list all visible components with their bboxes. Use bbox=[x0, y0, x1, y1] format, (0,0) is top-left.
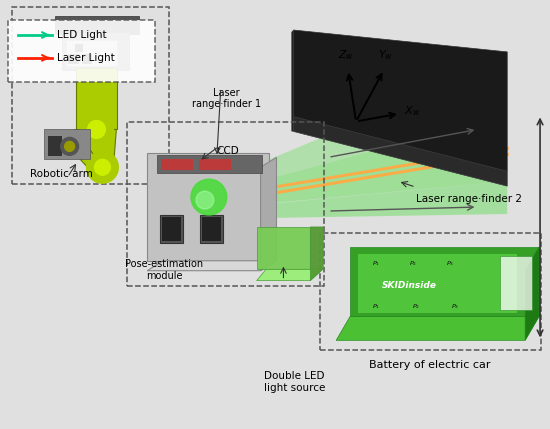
Polygon shape bbox=[224, 60, 507, 191]
Bar bbox=[147, 153, 268, 261]
Polygon shape bbox=[147, 261, 277, 271]
Bar bbox=[160, 215, 183, 243]
Bar bbox=[157, 155, 262, 173]
Bar bbox=[8, 20, 155, 82]
Circle shape bbox=[60, 137, 79, 155]
Text: $P_1$: $P_1$ bbox=[372, 259, 380, 268]
Polygon shape bbox=[336, 317, 539, 340]
Bar bbox=[199, 159, 231, 170]
Circle shape bbox=[65, 142, 75, 151]
Text: $P_3$: $P_3$ bbox=[447, 259, 455, 268]
Bar bbox=[320, 233, 541, 350]
Polygon shape bbox=[209, 181, 507, 219]
Polygon shape bbox=[80, 130, 117, 167]
Circle shape bbox=[86, 151, 118, 183]
Polygon shape bbox=[292, 30, 293, 131]
Bar bbox=[358, 254, 517, 314]
Polygon shape bbox=[350, 247, 539, 317]
Circle shape bbox=[87, 121, 106, 139]
Bar bbox=[75, 44, 82, 52]
Text: $Z_w$: $Z_w$ bbox=[338, 48, 354, 62]
Bar bbox=[81, 54, 92, 64]
Circle shape bbox=[80, 112, 113, 146]
Circle shape bbox=[191, 179, 227, 215]
Bar bbox=[200, 215, 223, 243]
Text: LED Light: LED Light bbox=[57, 30, 106, 40]
Bar bbox=[68, 54, 79, 64]
Text: Double LED
light source: Double LED light source bbox=[263, 371, 325, 393]
Bar bbox=[162, 217, 181, 241]
Text: Laser range·finder 2: Laser range·finder 2 bbox=[416, 194, 522, 204]
Bar bbox=[48, 136, 62, 156]
Text: Battery of electric car: Battery of electric car bbox=[369, 360, 491, 370]
Bar bbox=[202, 217, 221, 241]
Bar bbox=[65, 40, 117, 66]
Bar bbox=[75, 68, 117, 130]
Bar bbox=[257, 227, 310, 269]
Text: $Y_w$: $Y_w$ bbox=[378, 48, 393, 62]
Polygon shape bbox=[257, 269, 323, 281]
Text: Laser
range·finder 1: Laser range·finder 1 bbox=[192, 88, 261, 109]
Bar bbox=[12, 7, 169, 184]
Polygon shape bbox=[525, 247, 539, 340]
Polygon shape bbox=[62, 130, 102, 167]
Text: CCD: CCD bbox=[217, 146, 240, 157]
Polygon shape bbox=[310, 227, 323, 281]
Text: Robotic arm: Robotic arm bbox=[30, 169, 93, 179]
Circle shape bbox=[95, 159, 111, 175]
Text: $P_3$: $P_3$ bbox=[452, 302, 460, 311]
Text: SKIDinside: SKIDinside bbox=[382, 281, 437, 290]
Text: $X_w$: $X_w$ bbox=[404, 105, 420, 118]
Text: $P_2$: $P_2$ bbox=[412, 302, 420, 311]
Text: $P_2$: $P_2$ bbox=[409, 259, 417, 268]
Text: Laser Light: Laser Light bbox=[57, 53, 114, 63]
Bar bbox=[62, 32, 129, 70]
Polygon shape bbox=[261, 157, 277, 271]
Bar bbox=[44, 130, 90, 159]
Bar bbox=[127, 121, 324, 286]
Bar bbox=[161, 159, 193, 170]
Polygon shape bbox=[293, 117, 507, 186]
Polygon shape bbox=[293, 30, 507, 171]
Bar bbox=[500, 256, 532, 311]
Circle shape bbox=[196, 191, 214, 209]
Text: $P_1$: $P_1$ bbox=[372, 302, 380, 311]
Polygon shape bbox=[209, 115, 507, 209]
Bar bbox=[54, 16, 139, 34]
Text: Pose-estimation
module: Pose-estimation module bbox=[125, 259, 203, 281]
